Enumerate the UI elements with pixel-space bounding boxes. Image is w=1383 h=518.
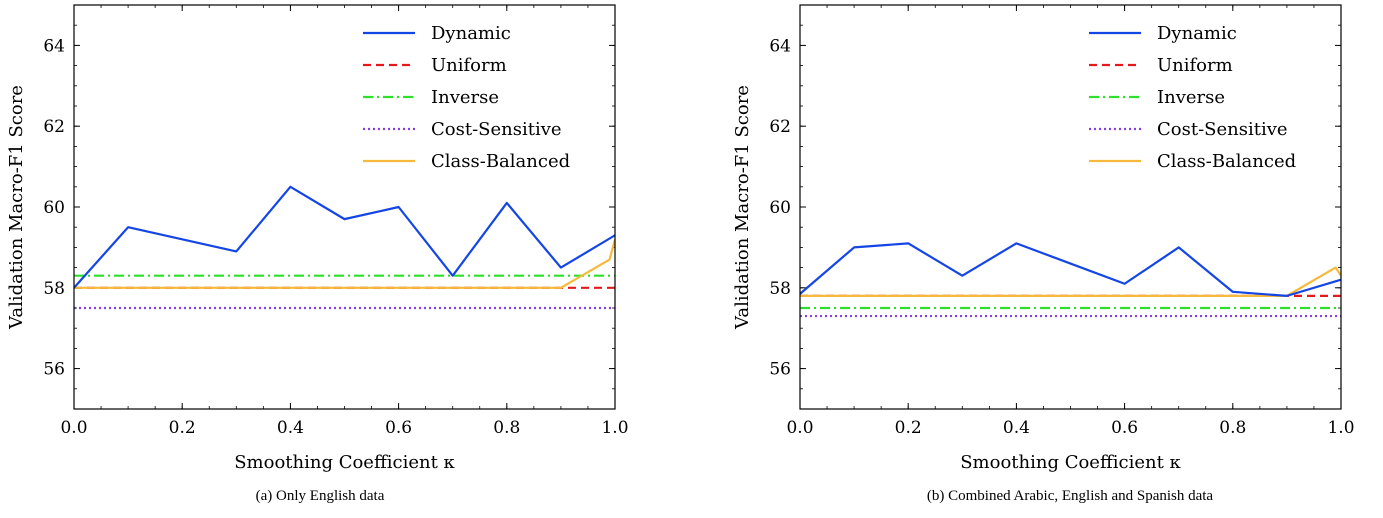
- series-line-class-balanced: [800, 266, 1341, 297]
- series-line-dynamic: [74, 185, 615, 289]
- y-tick-label: 58: [43, 279, 65, 299]
- x-tick-label: 0.0: [786, 418, 813, 438]
- x-tick-label: 0.0: [60, 418, 87, 438]
- figure-caption: (a) Only English data: [256, 488, 385, 504]
- y-axis-label: Validation Macro-F1 Score: [6, 85, 27, 330]
- x-tick-label: 0.8: [493, 418, 520, 438]
- legend-label: Uniform: [1157, 55, 1233, 76]
- chart-panel-a: 0.0 0.2 0.4 0.6 0.8 1.0 56 58 60 62 64 Smoothing Co…: [6, 4, 629, 473]
- legend-label: Class-Balanced: [431, 151, 570, 172]
- y-tick-label: 60: [769, 198, 791, 218]
- series-line-class-balanced: [74, 239, 615, 289]
- legend-label: Cost-Sensitive: [1157, 119, 1288, 140]
- y-tick-label: 56: [769, 360, 791, 380]
- legend-label: Inverse: [1157, 87, 1225, 108]
- x-axis-label: Smoothing Coefficient κ: [234, 452, 455, 473]
- y-tick-label: 64: [769, 36, 791, 56]
- figure-caption: (b) Combined Arabic, English and Spanish…: [927, 488, 1214, 504]
- y-tick-label: 58: [769, 279, 791, 299]
- legend-label: Class-Balanced: [1157, 151, 1296, 172]
- legend-label: Dynamic: [431, 23, 511, 44]
- x-tick-label: 0.8: [1219, 418, 1246, 438]
- x-tick-label: 0.6: [1111, 418, 1138, 438]
- x-axis-label: Smoothing Coefficient κ: [960, 452, 1181, 473]
- x-tick-label: 0.2: [169, 418, 196, 438]
- y-tick-label: 56: [43, 360, 65, 380]
- series-line-dynamic: [800, 242, 1341, 297]
- x-tick-label: 0.2: [895, 418, 922, 438]
- x-tick-label: 0.6: [385, 418, 412, 438]
- legend-label: Cost-Sensitive: [431, 119, 562, 140]
- x-tick-label: 0.4: [1003, 418, 1030, 438]
- plot-frame: [73, 4, 616, 410]
- y-tick-label: 60: [43, 198, 65, 218]
- chart-panel-b: 0.0 0.2 0.4 0.6 0.8 1.0 56 58 60 62 64 Smoothing Co…: [732, 4, 1355, 473]
- x-tick-label: 1.0: [1327, 418, 1354, 438]
- y-tick-label: 62: [43, 117, 65, 137]
- x-tick-label: 1.0: [601, 418, 628, 438]
- y-axis-label: Validation Macro-F1 Score: [732, 85, 753, 330]
- legend-label: Inverse: [431, 87, 499, 108]
- y-tick-label: 62: [769, 117, 791, 137]
- legend-label: Uniform: [431, 55, 507, 76]
- x-tick-label: 0.4: [277, 418, 304, 438]
- legend-label: Dynamic: [1157, 23, 1237, 44]
- y-tick-label: 64: [43, 36, 65, 56]
- plot-frame: [799, 4, 1342, 410]
